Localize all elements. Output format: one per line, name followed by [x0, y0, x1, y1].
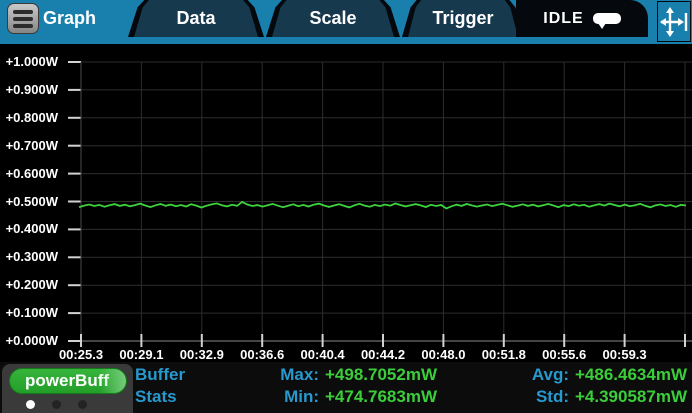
swipe-page-dots — [26, 400, 87, 409]
active-buffer-pill[interactable]: powerBuff — [9, 368, 127, 394]
y-tick-label: +0.300W — [5, 249, 58, 265]
x-tick-label: 00:48.0 — [421, 347, 466, 362]
y-tick-label: +0.400W — [5, 221, 58, 237]
x-tick-label: 00:44.2 — [360, 347, 406, 362]
pill-text-fade — [100, 369, 126, 393]
tab-data[interactable]: Data — [128, 0, 264, 37]
active-buffer-name: powerBuff — [25, 371, 110, 390]
buffer-stats-panel: Buffer Max: +498.7052mW Avg: +486.4634mW… — [135, 365, 692, 409]
y-tick-label: +0.800W — [5, 109, 58, 125]
tab-data-face — [134, 0, 258, 37]
hamburger-menu-icon[interactable] — [7, 3, 39, 34]
stat-min-value: +474.7683mW — [325, 387, 437, 406]
top-tab-bar: Graph Data Scale Trigger IDLE — [0, 0, 692, 44]
tab-trigger[interactable]: Trigger — [402, 0, 524, 37]
tab-graph[interactable]: Graph — [0, 0, 128, 37]
stat-avg-label: Avg: — [531, 365, 569, 384]
bottom-status-bar: powerBuff Buffer Max: +498.7052mW Avg: +… — [0, 362, 692, 413]
x-tick-label: 00:59.3 — [602, 347, 647, 362]
graph-plot-area[interactable]: +1.000W +0.900W +0.800W +0.700W +0.600W +0.50… — [0, 44, 692, 362]
x-tick-label: 00:51.8 — [481, 347, 526, 362]
y-tick-label: +0.100W — [5, 305, 58, 321]
y-tick-label: +0.900W — [5, 81, 58, 97]
stat-std-label: Std: — [535, 387, 569, 406]
stat-std-value: +4.390587mW — [575, 387, 687, 406]
page-dot-0[interactable] — [26, 400, 35, 409]
trigger-state-label: IDLE — [543, 9, 584, 27]
stat-max-label: Max: — [280, 365, 319, 384]
pan-mode-button[interactable] — [657, 1, 691, 42]
stats-title-line2: Stats — [135, 387, 177, 406]
x-tick-label: 00:55.6 — [542, 347, 587, 362]
plot-grid — [68, 61, 692, 347]
tab-trigger-face — [408, 0, 518, 37]
y-tick-label: +0.700W — [5, 137, 58, 153]
y-tick-label: +0.200W — [5, 277, 58, 293]
tab-scale[interactable]: Scale — [266, 0, 400, 37]
stat-min-label: Min: — [284, 387, 319, 406]
pan-arrows-icon — [660, 6, 688, 37]
y-tick-label: +0.600W — [5, 165, 58, 181]
y-tick-label: +1.000W — [5, 54, 58, 69]
tab-scale-face — [272, 0, 394, 37]
power-trace — [78, 200, 687, 210]
buffer-swipe-panel[interactable]: powerBuff — [2, 364, 133, 413]
tab-graph-label: Graph — [43, 8, 97, 28]
trigger-state-indicator[interactable]: IDLE — [516, 0, 648, 37]
y-tick-label: +0.000W — [5, 333, 58, 348]
stats-title-line1: Buffer — [135, 365, 186, 384]
x-tick-label: 00:25.3 — [58, 347, 104, 362]
page-dot-1[interactable] — [52, 400, 61, 409]
page-dot-2[interactable] — [78, 400, 87, 409]
stat-avg-value: +486.4634mW — [575, 365, 687, 384]
x-tick-label: 00:29.1 — [119, 347, 164, 362]
comment-bubble-icon — [592, 13, 621, 29]
x-tick-label: 00:36.6 — [240, 347, 285, 362]
stat-max-value: +498.7052mW — [325, 365, 437, 384]
x-tick-label: 00:40.4 — [300, 347, 345, 362]
tab-data-label: Data — [176, 8, 216, 28]
tab-trigger-label: Trigger — [432, 8, 494, 28]
x-tick-label: 00:32.9 — [179, 347, 224, 362]
tab-scale-label: Scale — [309, 8, 357, 28]
y-tick-label: +0.500W — [5, 193, 58, 209]
